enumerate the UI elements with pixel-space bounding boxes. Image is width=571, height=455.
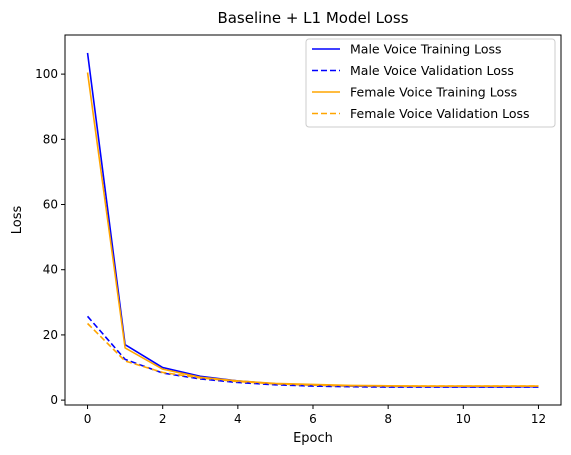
legend-label: Female Voice Validation Loss bbox=[350, 106, 530, 121]
x-tick-label: 2 bbox=[159, 412, 167, 426]
x-tick-label: 12 bbox=[531, 412, 546, 426]
y-tick-label: 60 bbox=[43, 198, 58, 212]
y-tick-label: 80 bbox=[43, 132, 58, 146]
series-line bbox=[86, 322, 539, 387]
x-tick-label: 8 bbox=[384, 412, 392, 426]
y-tick-label: 100 bbox=[35, 67, 58, 81]
x-tick-label: 6 bbox=[309, 412, 317, 426]
y-tick-label: 40 bbox=[43, 263, 58, 277]
x-tick-label: 10 bbox=[456, 412, 471, 426]
legend-label: Male Voice Training Loss bbox=[350, 42, 502, 57]
x-axis-label: Epoch bbox=[293, 431, 333, 446]
x-axis-ticks: 0 2 4 6 8 10 12 bbox=[84, 405, 546, 426]
plot-frame bbox=[64, 34, 562, 406]
legend-label: Male Voice Validation Loss bbox=[350, 63, 514, 78]
y-axis-label: Loss bbox=[10, 206, 25, 235]
series-lines bbox=[86, 52, 539, 388]
x-tick-label: 4 bbox=[234, 412, 242, 426]
chart-title: Baseline + L1 Model Loss bbox=[217, 9, 408, 27]
legend-box bbox=[305, 38, 556, 128]
series-line bbox=[86, 315, 539, 388]
x-tick-label: 0 bbox=[84, 412, 92, 426]
legend: Male Voice Training Loss Male Voice Valid… bbox=[305, 38, 556, 128]
y-tick-label: 20 bbox=[43, 328, 58, 342]
legend-label: Female Voice Training Loss bbox=[350, 85, 517, 100]
y-tick-label: 0 bbox=[50, 393, 58, 407]
y-axis-ticks: 0 20 40 60 80 100 bbox=[35, 67, 65, 407]
